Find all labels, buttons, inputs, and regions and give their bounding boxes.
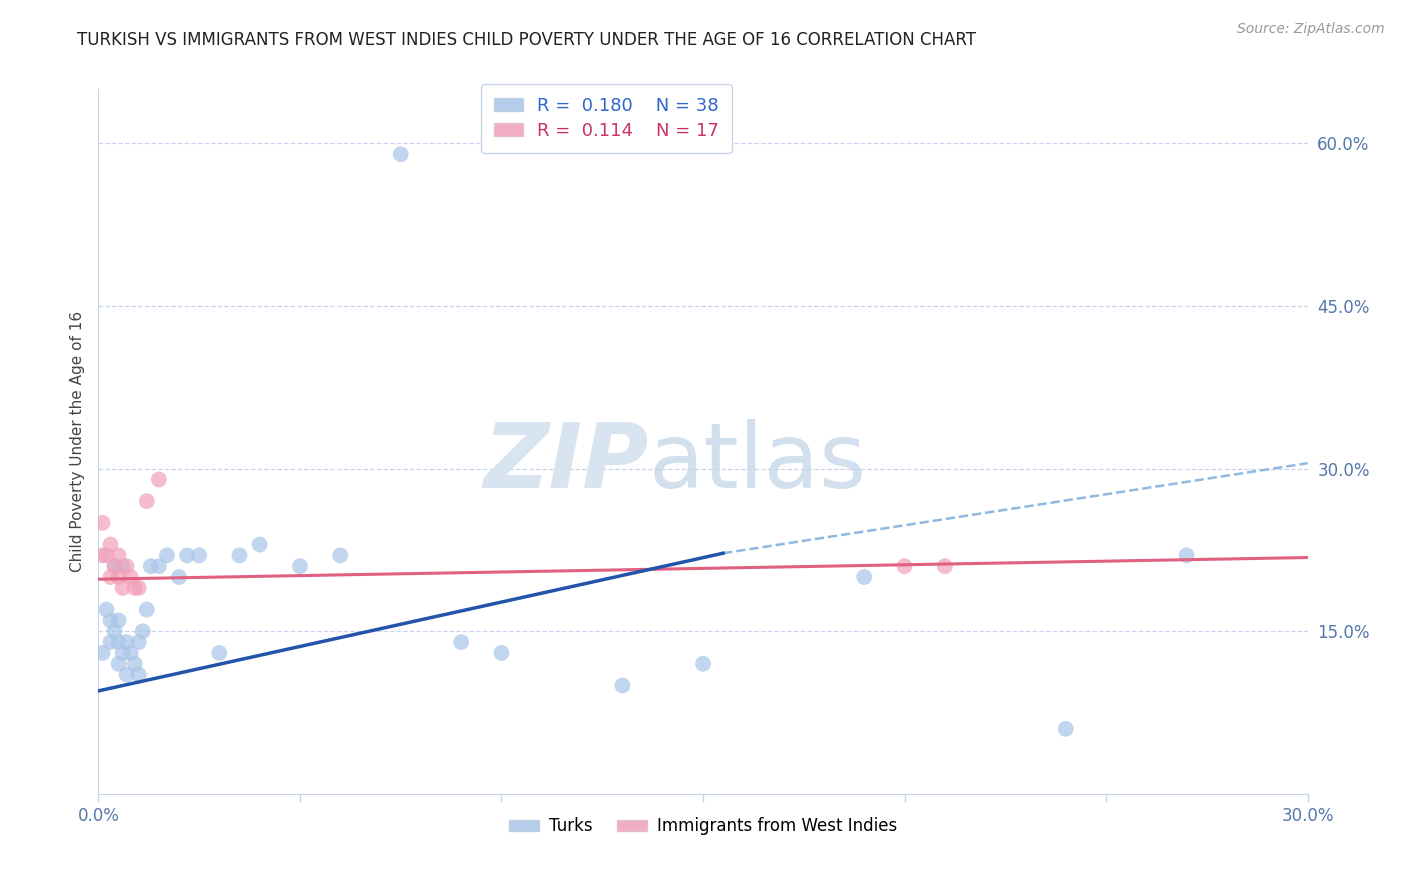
Point [128,635,150,649]
Point [91,646,114,660]
Point [103,624,125,639]
Point [893,559,915,574]
Point [188,549,211,563]
Point [91,549,114,563]
Text: TURKISH VS IMMIGRANTS FROM WEST INDIES CHILD POVERTY UNDER THE AGE OF 16 CORRELA: TURKISH VS IMMIGRANTS FROM WEST INDIES C… [77,31,976,49]
Point [389,147,412,161]
Point [132,624,155,639]
Point [107,614,129,628]
Point [103,559,125,574]
Point [135,602,157,616]
Point [148,473,170,487]
Point [148,559,170,574]
Point [100,570,122,584]
Point [115,559,138,574]
Legend: Turks, Immigrants from West Indies: Turks, Immigrants from West Indies [502,811,904,842]
Point [135,494,157,508]
Point [107,549,129,563]
Text: atlas: atlas [648,418,866,507]
Point [91,516,114,530]
Point [124,581,146,595]
Point [128,581,150,595]
Point [1054,722,1077,736]
Point [115,635,138,649]
Point [228,549,250,563]
Point [612,678,634,692]
Point [107,657,129,671]
Point [288,559,311,574]
Point [96,602,118,616]
Point [692,657,714,671]
Point [96,549,118,563]
Text: ZIP: ZIP [484,418,648,507]
Y-axis label: Child Poverty Under the Age of 16: Child Poverty Under the Age of 16 [69,311,84,572]
Point [853,570,876,584]
Point [329,549,352,563]
Point [1175,549,1198,563]
Point [491,646,513,660]
Point [111,646,134,660]
Point [111,581,134,595]
Point [208,646,231,660]
Point [156,549,179,563]
Point [450,635,472,649]
Point [100,635,122,649]
Point [100,537,122,551]
Point [139,559,162,574]
Point [120,646,142,660]
Point [128,667,150,681]
Point [934,559,956,574]
Point [167,570,190,584]
Point [107,635,129,649]
Point [176,549,198,563]
Text: Source: ZipAtlas.com: Source: ZipAtlas.com [1237,22,1385,37]
Point [120,570,142,584]
Point [249,537,271,551]
Point [124,657,146,671]
Point [111,559,134,574]
Point [115,667,138,681]
Point [107,570,129,584]
Point [100,614,122,628]
Point [103,559,125,574]
